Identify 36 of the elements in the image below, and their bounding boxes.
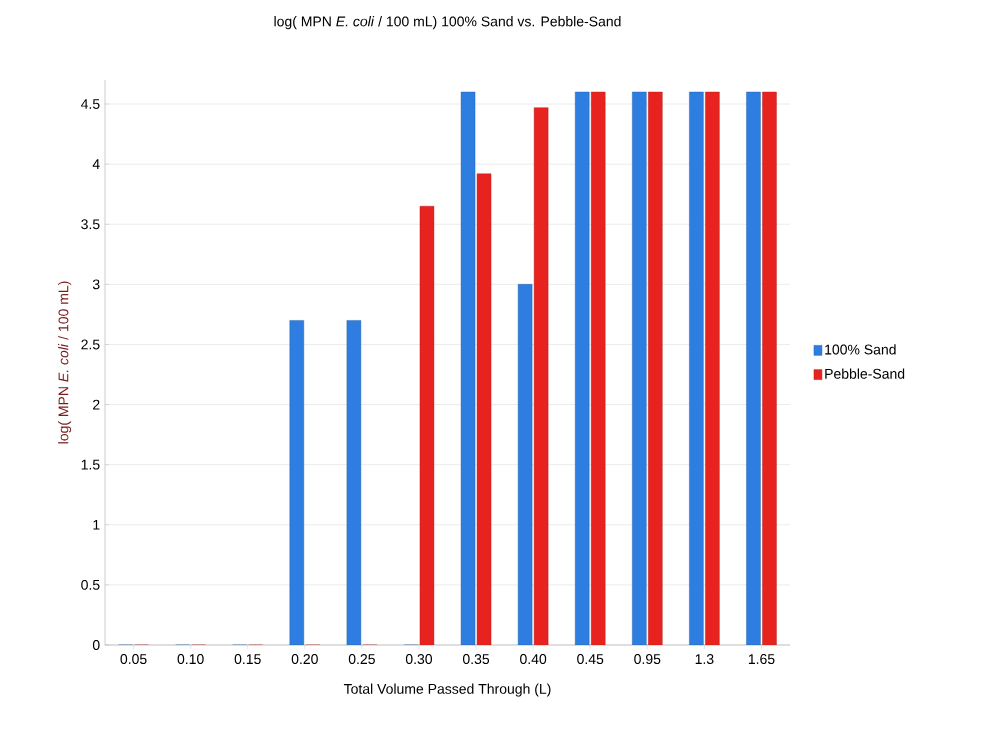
legend-label: 100% Sand — [825, 344, 896, 355]
bar — [705, 91, 720, 645]
x-tick-label: 0.25 — [348, 654, 375, 665]
y-tick-label: 2 — [93, 399, 100, 410]
bar — [289, 320, 304, 645]
y-tick-label: 0.5 — [81, 579, 100, 590]
y-tick-label: 3.5 — [81, 219, 100, 230]
x-tick-label: 1.3 — [695, 654, 714, 665]
x-tick-label: 1.65 — [748, 654, 775, 665]
x-tick-label: 0.05 — [120, 654, 147, 665]
bar — [746, 91, 761, 645]
x-tick-label: 0.30 — [405, 654, 433, 665]
y-tick-label: 3 — [92, 279, 100, 290]
x-axis-title: Total Volume Passed Through (L) — [343, 683, 551, 697]
bar — [762, 91, 777, 645]
y-axis-title: log( MPN E. coli / 100 mL) — [58, 281, 72, 444]
bar — [648, 91, 663, 645]
chart-title: log( MPN E. coli / 100 mL) 100% Sand vs. Pebble-Sand — [274, 16, 621, 30]
bar — [689, 91, 704, 645]
y-tick-label: 1.5 — [81, 459, 100, 470]
bar — [632, 91, 647, 645]
y-tick-label: 4.5 — [81, 99, 100, 109]
x-tick-label: 0.95 — [634, 654, 661, 665]
y-tick-label: 4 — [92, 159, 100, 169]
x-tick-label: 0.10 — [177, 654, 204, 665]
x-tick-label: 0.40 — [520, 654, 547, 665]
x-tick-label: 0.15 — [234, 654, 261, 665]
legend-label: Pebble-Sand — [825, 368, 905, 379]
bar — [575, 91, 590, 645]
x-tick-label: 0.45 — [577, 654, 604, 665]
bar — [591, 91, 606, 645]
y-tick-label: 2.5 — [81, 339, 100, 350]
y-tick-label: 1 — [93, 519, 100, 530]
y-tick-label: 0 — [92, 640, 100, 650]
x-tick-label: 0.20 — [291, 654, 318, 665]
x-tick-label: 0.35 — [462, 654, 490, 665]
